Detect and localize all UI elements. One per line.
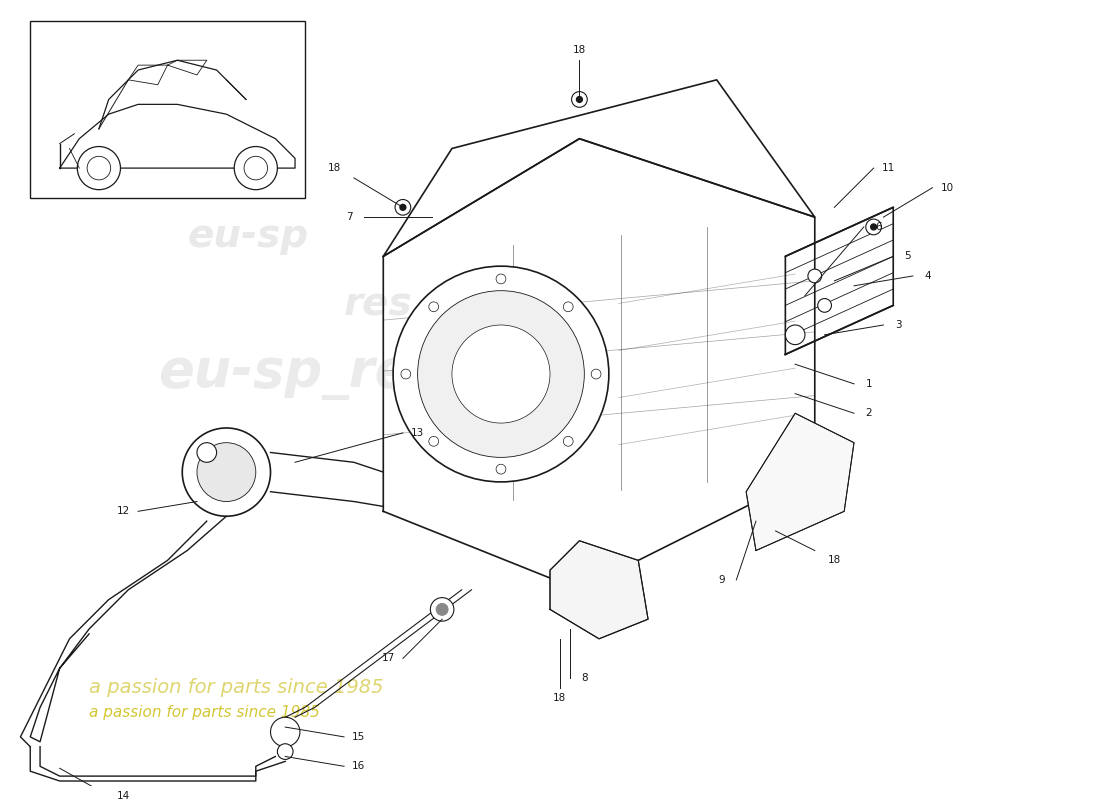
Circle shape bbox=[429, 302, 439, 312]
Text: 8: 8 bbox=[581, 673, 587, 683]
Text: 6: 6 bbox=[876, 222, 882, 232]
Circle shape bbox=[393, 266, 608, 482]
Polygon shape bbox=[550, 541, 648, 639]
Circle shape bbox=[591, 369, 601, 379]
Circle shape bbox=[452, 325, 550, 423]
Text: 2: 2 bbox=[866, 408, 872, 418]
Circle shape bbox=[197, 442, 217, 462]
Text: 15: 15 bbox=[352, 732, 365, 742]
Text: 18: 18 bbox=[828, 555, 842, 566]
Circle shape bbox=[576, 97, 582, 102]
Text: 12: 12 bbox=[117, 506, 130, 516]
Text: 1: 1 bbox=[866, 379, 872, 389]
Circle shape bbox=[418, 290, 584, 458]
Circle shape bbox=[871, 224, 877, 230]
Circle shape bbox=[183, 428, 271, 516]
Circle shape bbox=[400, 369, 410, 379]
Text: 7: 7 bbox=[345, 212, 352, 222]
Circle shape bbox=[234, 146, 277, 190]
Text: 17: 17 bbox=[382, 654, 395, 663]
Circle shape bbox=[563, 436, 573, 446]
Circle shape bbox=[496, 464, 506, 474]
Circle shape bbox=[430, 598, 454, 621]
Text: 18: 18 bbox=[328, 163, 341, 173]
Circle shape bbox=[866, 219, 881, 234]
Text: a passion for parts since 1985: a passion for parts since 1985 bbox=[89, 706, 320, 720]
Circle shape bbox=[563, 302, 573, 312]
Circle shape bbox=[271, 718, 300, 746]
Circle shape bbox=[496, 274, 506, 284]
Text: 3: 3 bbox=[894, 320, 901, 330]
Polygon shape bbox=[746, 414, 854, 550]
Text: res: res bbox=[344, 285, 412, 323]
Text: 18: 18 bbox=[573, 46, 586, 55]
Circle shape bbox=[400, 204, 406, 210]
Circle shape bbox=[395, 199, 410, 215]
Text: a passion for parts since 1985: a passion for parts since 1985 bbox=[89, 678, 384, 698]
Circle shape bbox=[817, 298, 832, 312]
Circle shape bbox=[277, 744, 293, 759]
FancyBboxPatch shape bbox=[31, 21, 305, 198]
Circle shape bbox=[785, 325, 805, 345]
Circle shape bbox=[429, 436, 439, 446]
Text: eu-sp_res: eu-sp_res bbox=[157, 348, 441, 400]
Circle shape bbox=[572, 92, 587, 107]
Text: 16: 16 bbox=[352, 762, 365, 771]
Text: 13: 13 bbox=[411, 428, 425, 438]
Circle shape bbox=[244, 156, 267, 180]
Text: eu-sp: eu-sp bbox=[187, 217, 308, 254]
Circle shape bbox=[77, 146, 121, 190]
Text: 9: 9 bbox=[718, 575, 725, 585]
Text: 14: 14 bbox=[117, 790, 130, 800]
Text: 5: 5 bbox=[904, 251, 911, 262]
Text: 18: 18 bbox=[553, 693, 566, 702]
Circle shape bbox=[197, 442, 256, 502]
Circle shape bbox=[87, 156, 111, 180]
Text: 11: 11 bbox=[882, 163, 895, 173]
Text: 10: 10 bbox=[940, 182, 954, 193]
Circle shape bbox=[437, 603, 448, 615]
Text: 4: 4 bbox=[924, 271, 931, 281]
Circle shape bbox=[807, 269, 822, 283]
